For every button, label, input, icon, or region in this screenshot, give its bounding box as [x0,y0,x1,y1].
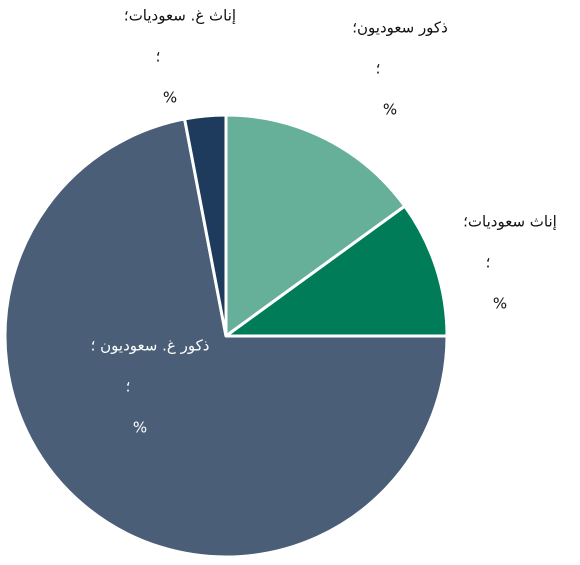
slice-label-line: ؛ [156,48,161,66]
slice-label: ذكور غ. سعوديون ؛ [91,337,210,355]
slice-label-line: ؛ [486,254,491,272]
slice-label-line: % [163,89,177,107]
slice-label-line: % [133,419,147,437]
pie-slice [224,204,449,338]
slice-label: إناث سعوديات؛ [463,213,557,231]
slice-label: إناث غ. سعوديات؛ [124,7,236,25]
pie-slice [224,113,407,338]
slice-label-line: % [383,101,397,119]
slice-label-line: ؛ [126,378,131,396]
slice-label: ذكور سعوديون؛ [352,19,448,37]
pie-slice [3,117,449,559]
slice-label-line: ؛ [376,60,381,78]
pie-slice [183,113,228,338]
slice-label-line: % [493,295,507,313]
